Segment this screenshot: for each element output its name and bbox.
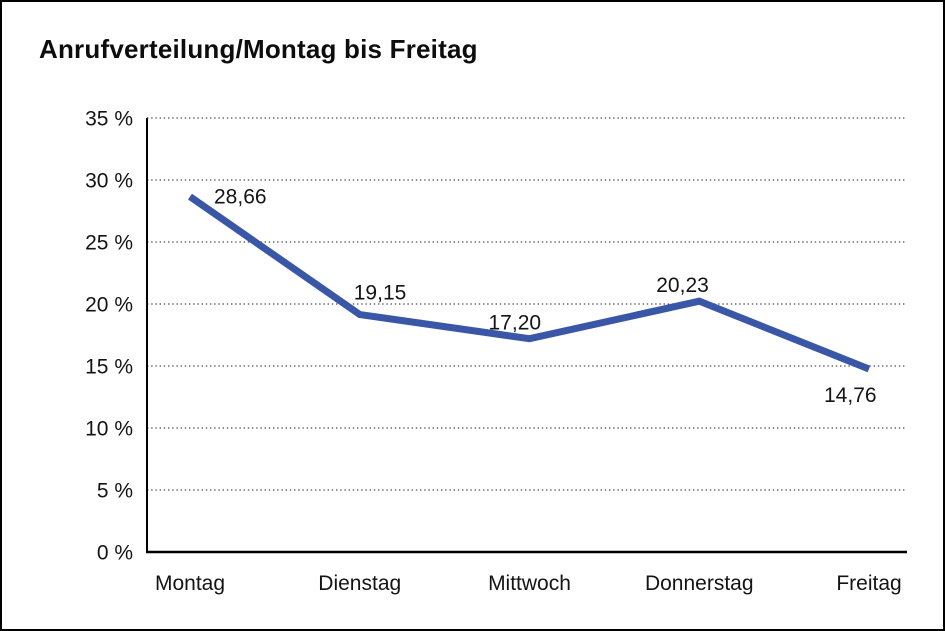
y-axis-tick-label: 15 % [85,356,133,379]
x-axis-category-label: Mittwoch [488,572,571,595]
y-axis-tick-label: 10 % [85,418,133,441]
x-axis-category-label: Donnerstag [645,572,754,595]
y-axis-tick-label: 35 % [85,108,133,131]
data-point-label: 14,76 [824,384,877,407]
x-axis-category-label: Dienstag [318,572,401,595]
data-point-label: 17,20 [489,312,542,335]
y-axis-tick-label: 30 % [85,170,133,193]
data-point-label: 19,15 [354,282,407,305]
y-axis-tick-label: 20 % [85,294,133,317]
y-axis-tick-label: 25 % [85,232,133,255]
y-axis-tick-label: 5 % [97,480,133,503]
x-axis-category-label: Freitag [836,572,901,595]
data-series-line [188,193,871,373]
x-axis-category-label: Montag [155,572,225,595]
data-point-label: 28,66 [214,186,267,209]
data-point-label: 20,23 [656,274,709,297]
chart-title: Anrufverteilung/Montag bis Freitag [39,34,478,64]
y-axis-tick-label: 0 % [97,542,133,565]
